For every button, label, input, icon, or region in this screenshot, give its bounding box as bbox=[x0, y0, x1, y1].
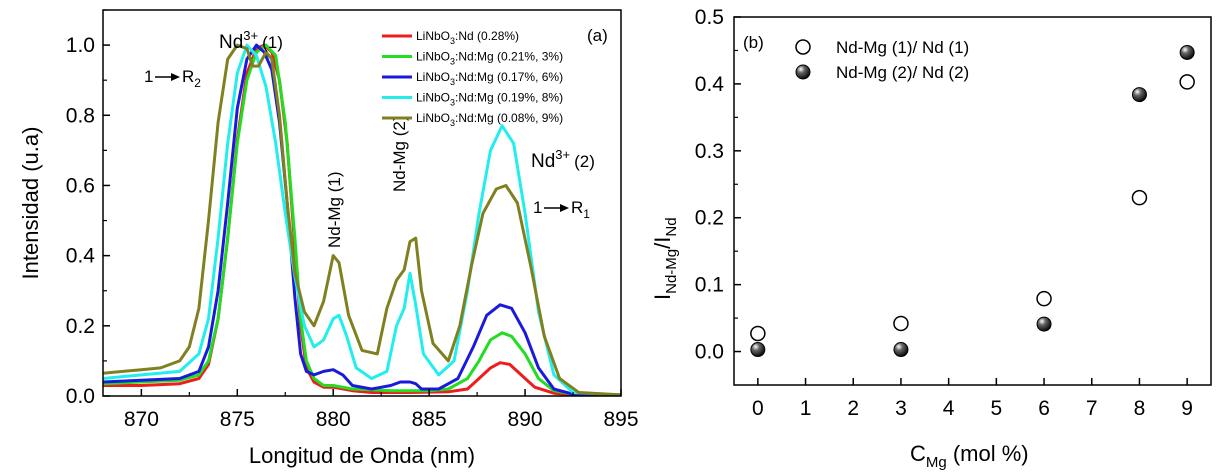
annotation-transition-r2: 1 R2 bbox=[144, 67, 201, 90]
plot-frame-b bbox=[733, 16, 1212, 386]
data-point-series-2 bbox=[1179, 44, 1195, 60]
y-tick-label-a: 0.8 bbox=[66, 104, 95, 127]
y-tick-label-a: 0.0 bbox=[66, 385, 95, 408]
legend-marker-b bbox=[795, 39, 811, 55]
panel-label-a: (a) bbox=[587, 26, 608, 45]
data-point-series-1 bbox=[1131, 189, 1148, 206]
data-point-series-1 bbox=[750, 325, 766, 342]
data-point-series-2 bbox=[893, 342, 909, 358]
spectrum-chart: 870 875 880 885 890 895 0.0 0.2 0.4 0.6 0.8 1.0 Lo… bbox=[18, 9, 639, 468]
annotation-ndmg-2: Nd-Mg (2) bbox=[390, 115, 409, 192]
x-ticks-b: 0 1 2 3 4 5 6 7 8 9 bbox=[752, 378, 1193, 420]
annotation-nd3-2: Nd3+ (2) bbox=[531, 147, 595, 172]
y-axis-title-a: Intensidad (u.a) bbox=[18, 127, 43, 280]
x-tick-label-b: 2 bbox=[847, 397, 859, 420]
x-tick-label-a: 880 bbox=[316, 408, 351, 431]
y-tick-label-b: 0.3 bbox=[695, 140, 724, 163]
legend-entry-a: LiNbO3:Nd (0.28%) bbox=[416, 29, 519, 46]
y-ticks-b: 0.0 0.1 0.2 0.3 0.4 0.5 bbox=[695, 6, 741, 364]
annotation-nd3-1: Nd3+ (1) bbox=[219, 28, 283, 53]
x-tick-label-a: 875 bbox=[220, 408, 255, 431]
legend-a: LiNbO3:Nd (0.28%) LiNbO3:Nd:Mg (0.21%, 3%… bbox=[382, 29, 563, 128]
svg-text:1: 1 bbox=[144, 67, 153, 86]
x-axis-title-a: Longitud de Onda (nm) bbox=[249, 443, 475, 468]
data-point-series-1 bbox=[1036, 290, 1052, 307]
ratio-chart: 0 1 2 3 4 5 6 7 8 9 0.0 0.1 0.2 0.3 0.4 0.5 CMg (mol %… bbox=[650, 6, 1212, 471]
series-line-3 bbox=[103, 43, 621, 396]
y-tick-label-b: 0.4 bbox=[695, 73, 725, 96]
legend-entry-a: LiNbO3:Nd:Mg (0.19%, 8%) bbox=[416, 91, 563, 108]
x-tick-label-b: 3 bbox=[895, 397, 907, 420]
y-tick-label-a: 0.4 bbox=[66, 245, 96, 268]
series-line-4 bbox=[103, 43, 621, 396]
x-tick-label-b: 6 bbox=[1038, 397, 1050, 420]
x-tick-label-b: 1 bbox=[800, 397, 812, 420]
spectrum-series-group bbox=[103, 43, 621, 396]
y-axis-title-b: INd-Mg/INd bbox=[650, 217, 680, 300]
data-point-series-1 bbox=[1179, 74, 1195, 90]
y-tick-label-b: 0.2 bbox=[695, 207, 724, 230]
x-tick-label-a: 890 bbox=[508, 408, 543, 431]
ratio-points bbox=[750, 44, 1195, 358]
annotation-ndmg-1: Nd-Mg (1) bbox=[325, 171, 344, 248]
x-tick-label-b: 4 bbox=[943, 397, 955, 420]
legend-b: Nd-Mg (1)/ Nd (1) Nd-Mg (2)/ Nd (2) bbox=[795, 38, 969, 82]
legend-entry-a: LiNbO3:Nd:Mg (0.17%, 6%) bbox=[416, 70, 563, 87]
panel-label-b: (b) bbox=[743, 33, 764, 52]
x-tick-label-a: 870 bbox=[124, 408, 159, 431]
x-tick-label-a: 895 bbox=[603, 408, 638, 431]
series-line-5 bbox=[103, 43, 621, 396]
y-tick-label-a: 0.2 bbox=[66, 315, 95, 338]
svg-text:R2: R2 bbox=[182, 67, 201, 90]
legend-entry-a: LiNbO3:Nd:Mg (0.21%, 3%) bbox=[416, 50, 563, 67]
x-tick-label-b: 0 bbox=[752, 397, 764, 420]
svg-text:1: 1 bbox=[533, 198, 542, 217]
x-ticks-a: 870 875 880 885 890 895 bbox=[124, 389, 639, 431]
x-tick-label-b: 5 bbox=[991, 397, 1003, 420]
data-point-series-2 bbox=[1036, 316, 1052, 332]
y-tick-label-b: 0.0 bbox=[695, 341, 724, 364]
annotation-transition-r1: 1 R1 bbox=[533, 198, 590, 221]
legend-marker-b bbox=[795, 64, 811, 80]
y-tick-label-b: 0.5 bbox=[695, 6, 724, 29]
data-point-series-2 bbox=[1131, 87, 1147, 103]
svg-text:R1: R1 bbox=[571, 198, 590, 221]
series-line-2 bbox=[103, 43, 621, 396]
y-tick-label-a: 1.0 bbox=[66, 34, 95, 57]
data-point-series-2 bbox=[750, 342, 766, 358]
legend-entry-a: LiNbO3:Nd:Mg (0.08%, 9%) bbox=[416, 111, 563, 128]
legend-entry-b: Nd-Mg (2)/ Nd (2) bbox=[836, 63, 969, 82]
y-tick-label-a: 0.6 bbox=[66, 174, 95, 197]
x-tick-label-b: 9 bbox=[1181, 397, 1193, 420]
x-tick-label-b: 8 bbox=[1134, 397, 1146, 420]
data-point-series-1 bbox=[893, 315, 909, 332]
y-tick-label-b: 0.1 bbox=[695, 274, 724, 297]
x-axis-title-b: CMg (mol %) bbox=[910, 441, 1029, 471]
plot-frame-a bbox=[102, 9, 622, 397]
x-tick-label-a: 885 bbox=[412, 408, 447, 431]
x-tick-label-b: 7 bbox=[1086, 397, 1098, 420]
legend-entry-b: Nd-Mg (1)/ Nd (1) bbox=[836, 38, 969, 57]
y-ticks-a: 0.0 0.2 0.4 0.6 0.8 1.0 bbox=[66, 9, 110, 408]
